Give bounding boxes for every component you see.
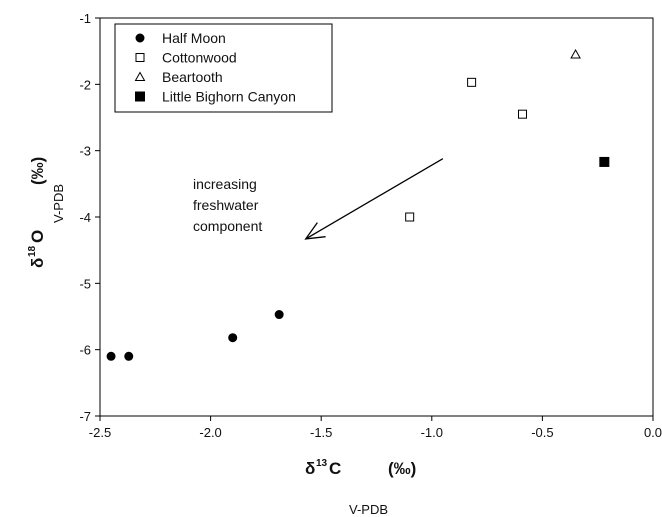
point-beartooth [570,48,581,59]
legend-box [114,23,333,113]
y-tick-label: -7 [79,409,91,424]
annotation: increasing freshwater component [193,158,444,240]
y-tick-label: -2 [79,77,91,92]
point-half-moon [274,310,284,320]
x-tick-label: -2.0 [199,425,221,440]
y-tick-label: -5 [79,276,91,291]
y-tick-label: -4 [79,210,91,225]
arrow-head [304,222,326,240]
point-cottonwood [467,77,477,87]
point-cottonwood [517,109,527,119]
annotation-line-1: increasing [193,176,257,192]
legend: Half Moon Cottonwood Beartooth Little Bigho… [114,23,333,113]
x-axis-subscript: V-PDB [349,502,388,517]
legend-label-beartooth: Beartooth [162,69,223,85]
y-axis-delta: δ [28,258,47,268]
legend-marker-beartooth [134,71,146,81]
annotation-line-2: freshwater [193,197,259,213]
x-axis-superscript: 13 [316,458,328,469]
x-axis-element: C [329,459,341,478]
axis-ticks: -2.5 -2.0 -1.5 -1.0 -0.5 0.0 -1 -2 -3 -4 -5 -6 -7 [79,11,662,440]
x-axis-unit: (‰) [388,459,416,478]
y-axis-unit: (‰) [28,157,47,185]
legend-marker-half-moon [135,33,145,43]
y-tick-label: -3 [79,144,91,159]
point-little-bighorn-canyon [599,156,610,167]
y-tick-label: -1 [79,11,91,26]
x-axis-delta: δ [305,459,315,478]
data-points [106,48,610,361]
legend-label-half-moon: Half Moon [162,30,226,46]
legend-label-little-bighorn-canyon: Little Bighorn Canyon [162,89,296,105]
y-axis-superscript: 18 [27,245,38,257]
x-tick-label: 0.0 [644,425,662,440]
annotation-line-3: component [193,218,262,234]
arrow-shaft [305,158,444,240]
point-half-moon [228,333,238,343]
point-half-moon [124,351,134,361]
point-cottonwood [405,212,415,222]
legend-marker-cottonwood [135,53,145,62]
x-axis-label: δ 13 C V-PDB (‰) [305,458,416,517]
y-axis-subscript: V-PDB [51,184,66,223]
point-half-moon [106,351,116,361]
y-axis-label: δ 18 O V-PDB (‰) [27,157,66,268]
x-tick-label: -1.0 [421,425,443,440]
legend-marker-little-bighorn-canyon [135,91,145,102]
y-axis-element: O [28,230,47,243]
x-tick-label: -0.5 [531,425,553,440]
legend-label-cottonwood: Cottonwood [162,50,237,66]
arrow-icon [304,158,444,240]
x-tick-label: -2.5 [89,425,111,440]
y-tick-label: -6 [79,343,91,358]
x-tick-label: -1.5 [310,425,332,440]
